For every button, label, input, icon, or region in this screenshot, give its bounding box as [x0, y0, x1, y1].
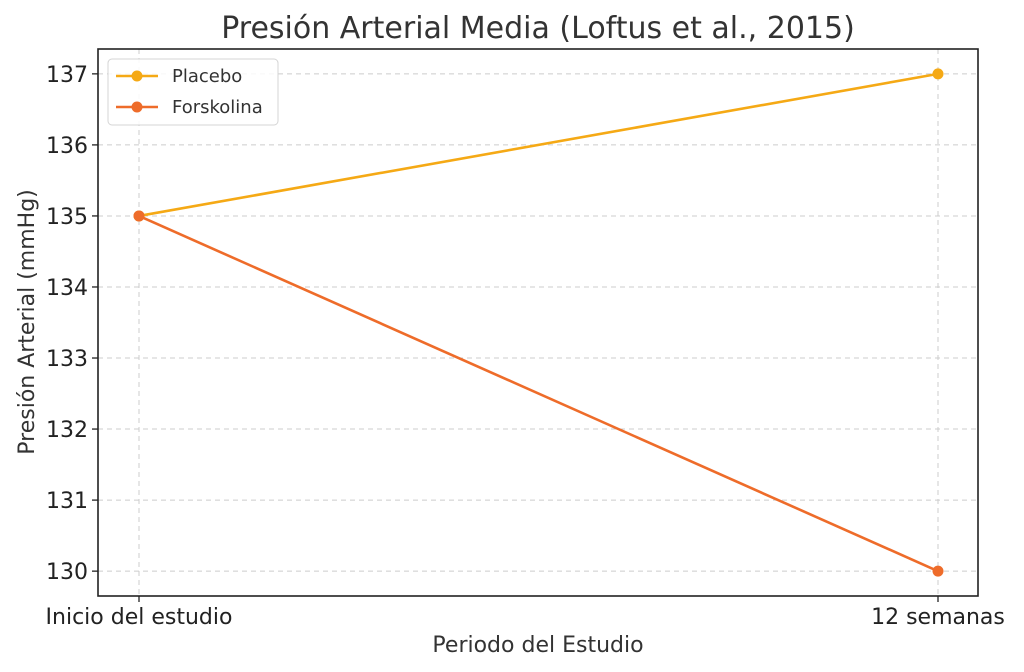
legend-marker	[131, 70, 143, 82]
axis-ticks: 130 131 132 133 134 135 136 137 Inicio del estud…	[46, 63, 1005, 630]
series-forskolina	[133, 210, 944, 577]
legend-label: Forskolina	[172, 97, 263, 118]
legend-item-placebo: Placebo	[116, 66, 242, 87]
series-line	[138, 72, 939, 218]
x-tick-label: 12 semanas	[871, 605, 1005, 630]
y-tick-label: 137	[46, 63, 88, 88]
chart-title: Presión Arterial Media (Loftus et al., 2…	[221, 11, 855, 46]
y-tick-label: 132	[46, 418, 88, 443]
legend-marker	[131, 101, 143, 113]
legend-item-forskolina: Forskolina	[116, 97, 263, 118]
y-tick-label: 133	[46, 347, 88, 372]
y-tick-label: 130	[46, 560, 88, 585]
y-axis-label: Presión Arterial (mmHg)	[15, 189, 40, 454]
x-tick-label: Inicio del estudio	[46, 605, 233, 630]
grid	[98, 49, 978, 596]
legend: Placebo Forskolina	[107, 58, 279, 126]
y-tick-label: 136	[46, 134, 88, 159]
data-point	[932, 565, 944, 577]
plot-frame	[97, 48, 979, 597]
series	[133, 68, 944, 577]
series-line	[138, 214, 939, 573]
data-point	[133, 210, 145, 222]
x-axis-label: Periodo del Estudio	[432, 633, 643, 658]
y-tick-label: 131	[46, 489, 88, 514]
data-point	[932, 68, 944, 80]
legend-label: Placebo	[172, 66, 242, 87]
y-tick-label: 135	[46, 205, 88, 230]
y-tick-label: 134	[46, 276, 88, 301]
